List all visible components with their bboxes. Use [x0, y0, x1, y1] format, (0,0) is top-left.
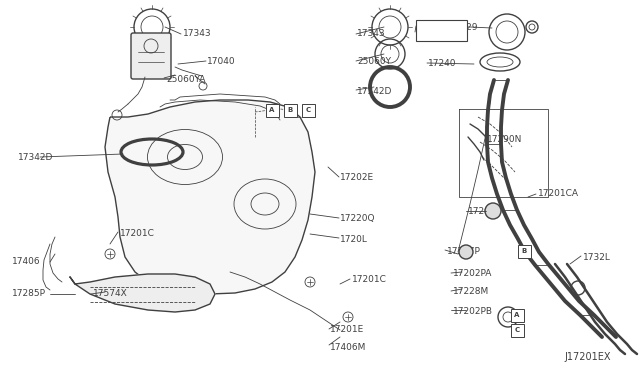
Circle shape — [343, 312, 353, 322]
Text: 17201CA: 17201CA — [538, 189, 579, 199]
FancyBboxPatch shape — [131, 33, 171, 79]
Text: J17201EX: J17201EX — [564, 352, 611, 362]
Circle shape — [459, 245, 473, 259]
FancyBboxPatch shape — [518, 244, 531, 257]
Text: C: C — [305, 107, 310, 113]
Text: 17406: 17406 — [12, 257, 40, 266]
Text: 17201C: 17201C — [120, 230, 155, 238]
Text: 1732L: 1732L — [583, 253, 611, 262]
Text: 17040: 17040 — [207, 58, 236, 67]
PathPatch shape — [105, 100, 315, 294]
Text: 25060YA: 25060YA — [166, 74, 205, 83]
Text: 1720L: 1720L — [340, 234, 368, 244]
FancyBboxPatch shape — [266, 103, 278, 116]
Text: 17227P: 17227P — [447, 247, 481, 257]
FancyBboxPatch shape — [415, 19, 467, 41]
Text: 17342D: 17342D — [357, 87, 392, 96]
Text: 17251: 17251 — [418, 22, 447, 32]
FancyBboxPatch shape — [301, 103, 314, 116]
Text: 17202PA: 17202PA — [453, 269, 492, 279]
Text: B: B — [287, 107, 292, 113]
Text: A: A — [269, 107, 275, 113]
FancyBboxPatch shape — [511, 324, 524, 337]
Text: 25060Y: 25060Y — [357, 58, 391, 67]
Text: C: C — [515, 327, 520, 333]
Circle shape — [105, 249, 115, 259]
Text: 17201E: 17201E — [330, 326, 364, 334]
Text: 17285P: 17285P — [12, 289, 46, 298]
Text: 17429: 17429 — [450, 22, 479, 32]
Text: 17343: 17343 — [357, 29, 386, 38]
Text: 17290N: 17290N — [487, 135, 522, 144]
FancyBboxPatch shape — [284, 103, 296, 116]
Text: 17202E: 17202E — [340, 173, 374, 182]
Circle shape — [485, 203, 501, 219]
Text: 17202P: 17202P — [468, 208, 502, 217]
Text: A: A — [515, 312, 520, 318]
Text: 17343: 17343 — [183, 29, 212, 38]
Text: 17220Q: 17220Q — [340, 215, 376, 224]
FancyBboxPatch shape — [511, 308, 524, 321]
Text: 17228M: 17228M — [453, 288, 489, 296]
Text: 17202PB: 17202PB — [453, 308, 493, 317]
Text: 17240: 17240 — [428, 60, 456, 68]
Text: 17342D: 17342D — [18, 153, 53, 161]
Text: 17574X: 17574X — [93, 289, 128, 298]
Text: 17406M: 17406M — [330, 343, 366, 352]
Polygon shape — [70, 274, 215, 312]
Text: 17201C: 17201C — [352, 276, 387, 285]
Circle shape — [305, 277, 315, 287]
Text: B: B — [522, 248, 527, 254]
